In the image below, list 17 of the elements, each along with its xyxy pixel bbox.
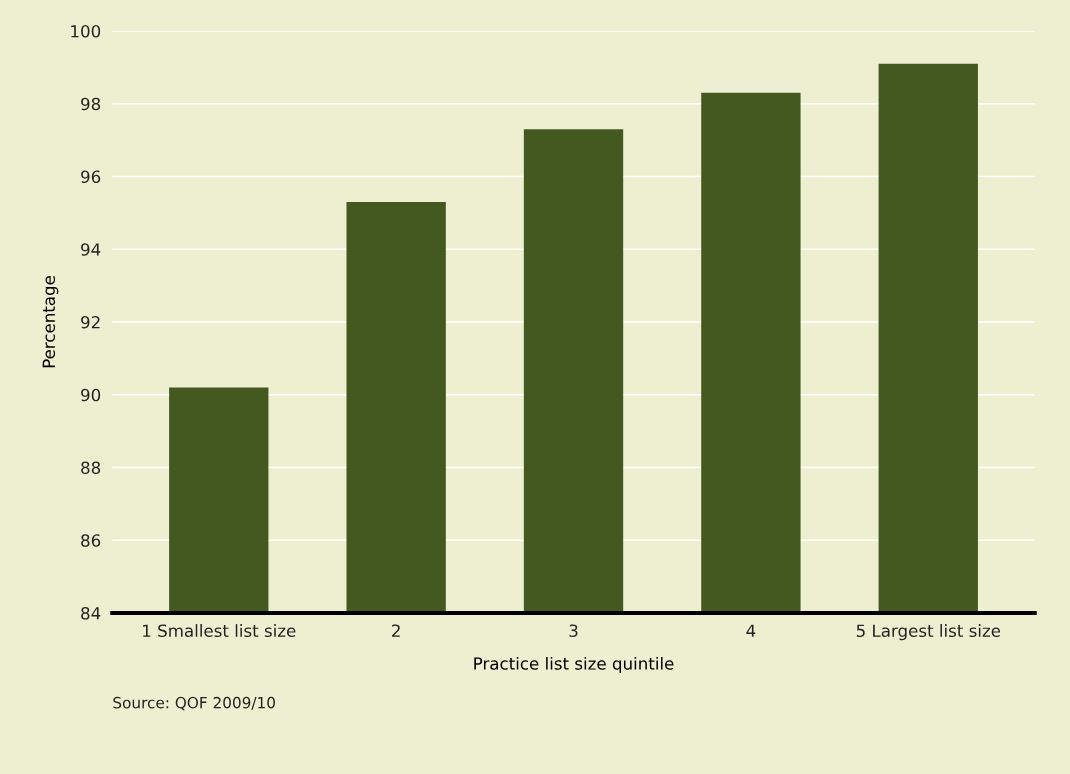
x-axis-title: Practice list size quintile — [474, 656, 674, 674]
x-tick-label: 4 — [746, 624, 756, 637]
y-tick-label: 98 — [81, 97, 101, 111]
y-tick-label: 96 — [81, 170, 101, 184]
y-tick-label: 90 — [81, 388, 101, 402]
x-tick-label: 3 — [569, 624, 578, 638]
y-tick-label: 94 — [81, 243, 101, 256]
y-axis-title: Percentage — [42, 276, 59, 368]
y-tick-label: 84 — [81, 606, 101, 620]
y-tick-label: 100 — [71, 24, 101, 38]
y-tick-label: 86 — [81, 534, 101, 547]
x-tick-label: 5 Largest list size — [856, 624, 1001, 641]
source-note: Source: QOF 2009/10 — [113, 696, 275, 711]
x-tick-label: 1 Smallest list size — [143, 624, 296, 638]
x-tick-label: 2 — [392, 624, 400, 637]
y-tick-label: 88 — [81, 461, 101, 475]
y-tick-label: 92 — [81, 315, 100, 329]
